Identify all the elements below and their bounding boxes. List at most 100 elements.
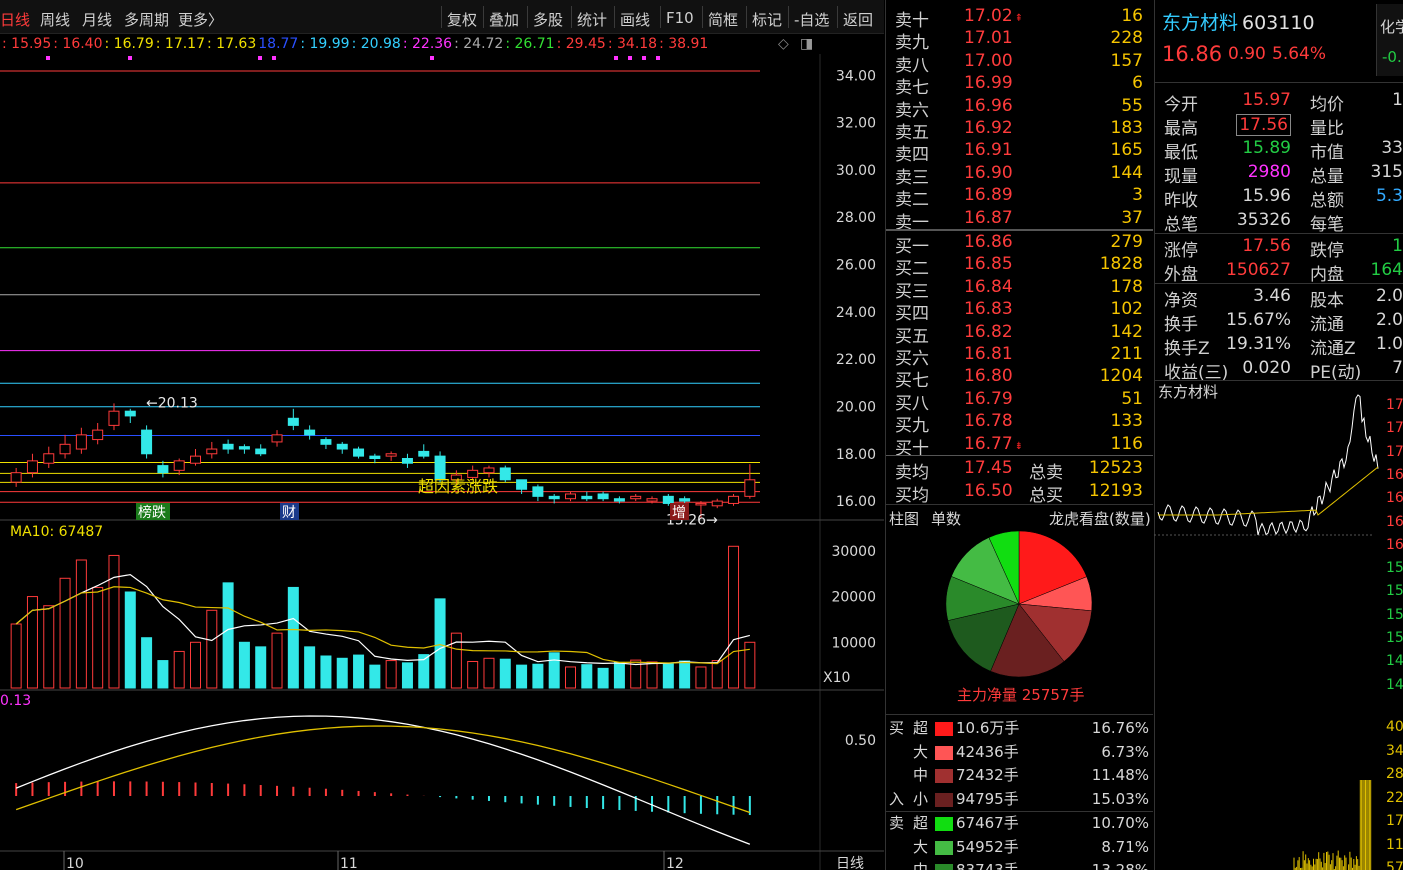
period-btn-2[interactable]: 月线 xyxy=(82,9,112,30)
candle-body xyxy=(419,451,429,456)
ask-row[interactable]: 卖五 16.92 183 xyxy=(885,115,1153,137)
flow-pct: 16.76% xyxy=(1092,721,1149,736)
intraday-mini-chart[interactable]: 东方材料 17 17 17 16 16 16 16 15 15 15 15 14 14 40 34 28 22 17… xyxy=(1154,380,1403,870)
order-book: 卖十 17.02 ⇞ 16 卖九 17.01 228 卖八 17.00 157 卖七 16.99 6 卖六… xyxy=(885,0,1153,504)
flow-color-swatch xyxy=(935,841,953,855)
toolbar-btn-6[interactable]: 简框 xyxy=(708,9,738,30)
ask-row[interactable]: 卖九 17.01 228 xyxy=(885,25,1153,47)
volume-bar xyxy=(484,658,494,688)
candle-body xyxy=(142,430,152,454)
ask-volume: 37 xyxy=(1121,208,1143,228)
ask-row[interactable]: 卖七 16.99 6 xyxy=(885,70,1153,92)
kline-chart[interactable]: 34.00 32.00 30.00 28.00 26.00 24.00 22.00 20.00… xyxy=(0,54,884,870)
bid-row[interactable]: 买六 16.81 211 xyxy=(885,341,1153,363)
bid-volume: 178 xyxy=(1111,277,1143,297)
quote-label: 每笔 xyxy=(1310,210,1344,235)
period-btn-1[interactable]: 周线 xyxy=(40,9,70,30)
volume-bar xyxy=(191,642,201,688)
mini-axis-label: 22 xyxy=(1386,791,1403,805)
tab-bar-chart[interactable]: 柱图 xyxy=(889,512,919,527)
flow-color-swatch xyxy=(935,769,953,783)
flow-color-swatch xyxy=(935,793,953,807)
volume-bar xyxy=(549,653,559,688)
volume-bar xyxy=(76,560,86,688)
bid-row[interactable]: 买九 16.78 133 xyxy=(885,408,1153,430)
ask-row[interactable]: 卖四 16.91 165 xyxy=(885,137,1153,159)
quote-value: 0.020 xyxy=(1242,358,1291,378)
toolbar-btn-4[interactable]: 画线 xyxy=(620,9,650,30)
ask-row[interactable]: 卖一 16.87 37 xyxy=(885,205,1153,227)
arrow-icon: ⇞ xyxy=(1015,13,1023,24)
bid-row[interactable]: 买四 16.83 102 xyxy=(885,296,1153,318)
bid-row[interactable]: 买十 16.77 ⇟ 116 xyxy=(885,431,1153,453)
toolbar-btn-7[interactable]: 标记 xyxy=(752,9,782,30)
flow-size: 中 xyxy=(913,863,928,870)
toolbar-separator xyxy=(788,6,789,28)
high-annotation: ←20.13 xyxy=(146,395,198,411)
toolbar-btn-9[interactable]: 返回 xyxy=(843,9,873,30)
flow-size: 小 xyxy=(913,792,928,807)
bid-row[interactable]: 买五 16.82 142 xyxy=(885,319,1153,341)
ask-price: 16.92 xyxy=(964,118,1013,138)
toolbar-btn-5[interactable]: F10 xyxy=(666,9,694,27)
volume-bar xyxy=(566,667,576,688)
toolbar-btn-2[interactable]: 多股 xyxy=(533,9,563,30)
flow-size: 超 xyxy=(913,816,928,831)
quote-value: 17.56 xyxy=(1242,236,1291,256)
flow-amount: 10.6万手 xyxy=(956,721,1019,736)
candle-body xyxy=(337,444,347,449)
period-btn-3[interactable]: 多周期 xyxy=(124,9,169,30)
quote-row: 换手 15.67% 流通 2.0 xyxy=(1154,308,1403,332)
tab-dragon-tiger[interactable]: 龙虎看盘(数量) xyxy=(1049,512,1151,527)
avg-label: 买均 xyxy=(895,481,929,506)
ask-volume: 6 xyxy=(1132,73,1143,93)
ask-volume: 157 xyxy=(1111,51,1143,71)
toolbar-separator xyxy=(527,6,528,28)
bid-row[interactable]: 买八 16.79 51 xyxy=(885,386,1153,408)
quote-row: 昨收 15.96 总额 5.3 xyxy=(1154,184,1403,208)
price-tick-label: 20.00 xyxy=(836,399,876,415)
toolbar-btn-1[interactable]: 叠加 xyxy=(489,9,519,30)
period-btn-0[interactable]: 日线 xyxy=(0,9,30,30)
ask-row[interactable]: 卖六 16.96 55 xyxy=(885,93,1153,115)
mini-axis-label: 15 xyxy=(1386,608,1403,622)
ask-row[interactable]: 卖八 17.00 157 xyxy=(885,48,1153,70)
ask-row[interactable]: 卖十 17.02 ⇞ 16 xyxy=(885,3,1153,25)
bid-row[interactable]: 买七 16.80 1204 xyxy=(885,363,1153,385)
bid-price: 16.78 xyxy=(964,411,1013,431)
ask-row[interactable]: 卖二 16.89 3 xyxy=(885,182,1153,204)
flow-divider xyxy=(885,714,1153,715)
ask-volume: 183 xyxy=(1111,118,1143,138)
ask-row[interactable]: 卖三 16.90 144 xyxy=(885,160,1153,182)
volume-bar xyxy=(500,659,510,688)
volume-bar xyxy=(305,647,315,688)
bid-row[interactable]: 买三 16.84 178 xyxy=(885,274,1153,296)
candle-body xyxy=(158,466,168,473)
candle-body xyxy=(680,499,690,501)
quote-row: 净资 3.46 股本 2.0 xyxy=(1154,284,1403,308)
candle-body xyxy=(11,473,21,482)
candle-body xyxy=(305,430,315,435)
bid-row[interactable]: 买二 16.85 1828 xyxy=(885,251,1153,273)
toolbar-btn-0[interactable]: 复权 xyxy=(447,9,477,30)
toolbar-btn-8[interactable]: -自选 xyxy=(794,9,829,30)
candle-body xyxy=(631,496,641,498)
ma-value: : 15.95 xyxy=(2,36,51,52)
period-btn-4[interactable]: 更多〉 xyxy=(178,9,223,30)
volume-bar xyxy=(435,599,445,688)
layout-icon[interactable]: ◨ xyxy=(800,36,813,52)
ask-price: 16.87 xyxy=(964,208,1013,228)
price-tick-label: 22.00 xyxy=(836,352,876,368)
date-tick-label: 11 xyxy=(340,856,358,870)
volume-bar xyxy=(370,665,380,688)
candle-body xyxy=(223,444,233,449)
bid-price: 16.79 xyxy=(964,389,1013,409)
bid-row[interactable]: 买一 16.86 279 xyxy=(885,229,1153,251)
tab-count[interactable]: 单数 xyxy=(931,512,961,527)
volume-bar xyxy=(598,668,608,688)
diamond-icon[interactable]: ◇ xyxy=(778,36,789,52)
quote-label: 外盘 xyxy=(1164,260,1198,285)
quote-value: 1 xyxy=(1392,236,1403,256)
toolbar-btn-3[interactable]: 统计 xyxy=(577,9,607,30)
quote-row: 现量 2980 总量 315 xyxy=(1154,160,1403,184)
